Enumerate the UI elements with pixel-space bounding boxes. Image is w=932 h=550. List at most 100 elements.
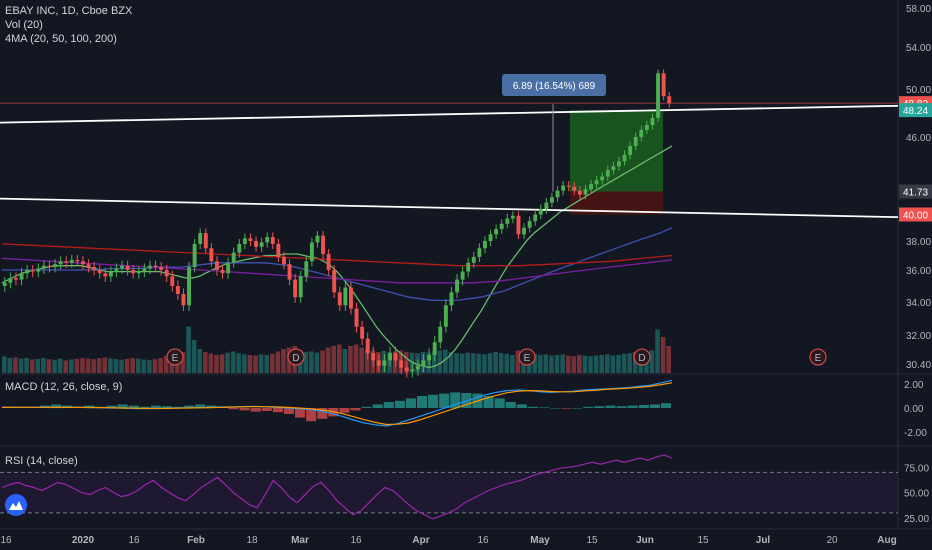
candle-body (120, 265, 124, 269)
macd-hist-bar (306, 408, 317, 422)
price-tick-label: 58.00 (906, 4, 931, 15)
volume-bar (119, 359, 124, 373)
candle-body (443, 305, 448, 327)
volume-bar (364, 349, 370, 373)
tradingview-logo-icon[interactable] (5, 494, 27, 516)
volume-bar (549, 355, 554, 373)
volume-bar (281, 349, 286, 373)
volume-bar (24, 358, 29, 373)
volume-bar (124, 358, 130, 373)
candle-body (667, 96, 672, 104)
price-tag (899, 103, 932, 118)
candle-body (404, 367, 409, 372)
candle-body (198, 233, 203, 244)
candle-body (131, 270, 136, 274)
candle-body (69, 259, 74, 263)
volume-bar (493, 352, 498, 373)
time-tick-label: Mar (291, 535, 309, 546)
volume-bar (353, 344, 359, 373)
macd-hist-bar (239, 408, 250, 411)
candle-body (639, 129, 644, 137)
macd-hist-bar (339, 408, 350, 413)
candle-body (661, 73, 666, 97)
volume-bar (197, 349, 202, 373)
candle-body (349, 287, 353, 309)
time-tick-label: Feb (187, 535, 205, 546)
volume-bar (459, 353, 465, 373)
time-tick-label: 20 (826, 535, 838, 546)
volume-bar (13, 357, 18, 373)
candle-body (309, 242, 314, 262)
volume-bar (264, 355, 269, 373)
volume-bar (498, 353, 504, 373)
candle-body (455, 279, 459, 293)
candle-body (343, 287, 348, 306)
volume-bar (108, 358, 113, 373)
macd-hist-bar (605, 405, 616, 408)
volume-bar (258, 354, 264, 373)
ma-line (1, 145, 673, 369)
candle-body (209, 248, 214, 262)
candle-body (494, 229, 499, 235)
volume-bar (141, 359, 147, 373)
time-tick-label: Jun (636, 535, 654, 546)
macd-hist-bar (295, 408, 306, 418)
candle-body (237, 243, 242, 253)
macd-hist-bar (660, 403, 671, 408)
candle-body (53, 264, 57, 268)
macd-hist-bar (272, 408, 283, 413)
event-marker (518, 348, 536, 366)
macd-hist-bar (428, 394, 439, 408)
price-tag (899, 207, 932, 222)
candle-body (499, 223, 504, 230)
candle-body (427, 354, 432, 361)
candle-body (416, 365, 420, 370)
price-tag (899, 184, 932, 199)
candle-body (136, 271, 141, 274)
candle-body (248, 238, 253, 241)
main-legend: EBAY INC, 1D, Cboe BZX Vol (20) 4MA (20,… (5, 4, 132, 46)
volume-bar (2, 356, 7, 373)
macd-hist-bar (649, 404, 660, 408)
candle-body (181, 294, 186, 306)
candle-body (605, 170, 610, 177)
macd-hist-bar (616, 406, 627, 408)
candle-body (583, 189, 588, 195)
price-tick-label: 36.00 (906, 266, 931, 277)
event-marker (166, 348, 184, 366)
volume-bar (560, 354, 565, 373)
event-label: E (524, 353, 531, 364)
volume-bar (69, 359, 74, 373)
candle-body (538, 209, 543, 215)
macd-hist-bar (283, 408, 295, 414)
volume-bar (96, 358, 102, 373)
volume-bar (147, 360, 152, 373)
volume-bar (515, 350, 521, 373)
macd-hist-bar (572, 408, 583, 409)
candle-body (304, 261, 309, 277)
candle-body (360, 326, 365, 339)
volume-bar (242, 354, 247, 373)
candle-body (656, 73, 660, 118)
volume-bar (7, 358, 13, 373)
candle-body (611, 166, 616, 171)
volume-bar (593, 355, 599, 373)
macd-tick-label: 2.00 (904, 380, 924, 391)
volume-bar (471, 353, 476, 373)
candle-body (410, 369, 415, 372)
time-tick-label: 16 (477, 535, 489, 546)
candle-body (477, 248, 482, 257)
candle-body (516, 215, 521, 235)
symbol-label: EBAY INC, 1D, Cboe BZX (5, 5, 133, 17)
macd-hist-bar (439, 393, 450, 408)
volume-bar (74, 358, 80, 373)
candle-body (97, 270, 102, 274)
macd-hist-bar (261, 408, 272, 411)
volume-bar (577, 355, 582, 373)
candle-body (103, 273, 108, 277)
price-tag-label: 48.24 (903, 106, 928, 117)
candle-body (215, 261, 219, 270)
candle-body (544, 202, 549, 210)
